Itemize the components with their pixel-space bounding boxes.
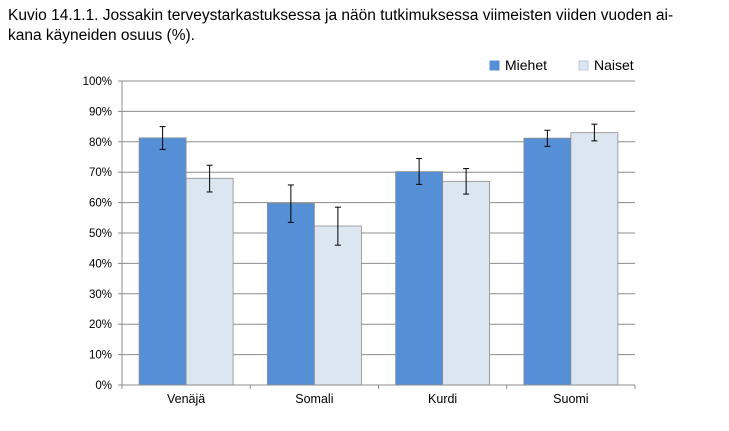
bar	[442, 180, 491, 386]
legend-swatch	[578, 60, 589, 71]
category-label: Kurdi	[428, 392, 457, 406]
y-tick-label: 80%	[89, 137, 112, 149]
y-tick-label: 0%	[95, 380, 112, 392]
category-label: Venäjä	[167, 392, 205, 406]
y-axis-ticks: 0% 10% 20% 30% 40% 50% 60% 70% 80% 90% 100%	[83, 76, 122, 392]
bars	[138, 132, 619, 386]
legend-label: Naiset	[594, 57, 634, 73]
legend: Miehet Naiset	[489, 57, 634, 73]
figure-caption: Kuvio 14.1.1. Jossakin terveystarkastuks…	[8, 6, 708, 46]
y-tick-label: 40%	[89, 258, 112, 270]
caption-line-1: Kuvio 14.1.1. Jossakin terveystarkastuks…	[8, 7, 674, 24]
y-tick-label: 10%	[89, 350, 112, 362]
y-tick-label: 90%	[89, 106, 112, 118]
y-tick-label: 70%	[89, 167, 112, 179]
y-tick-label: 100%	[83, 76, 112, 88]
y-tick-label: 30%	[89, 289, 112, 301]
bar	[395, 171, 444, 386]
y-tick-label: 60%	[89, 198, 112, 210]
legend-swatch	[489, 60, 500, 71]
axes	[121, 81, 636, 389]
error-bars	[159, 123, 598, 246]
caption-line-2: kana käyneiden osuus (%).	[8, 27, 195, 44]
y-tick-label: 20%	[89, 319, 112, 331]
bar	[185, 177, 234, 386]
bar	[266, 202, 315, 386]
bar	[313, 225, 362, 386]
category-labels: Venäjä Somali Kurdi Suomi	[167, 392, 589, 406]
category-label: Suomi	[553, 392, 588, 406]
bar	[570, 132, 619, 386]
bar	[138, 137, 187, 386]
y-tick-label: 50%	[89, 228, 112, 240]
category-label: Somali	[295, 392, 333, 406]
bar	[523, 137, 572, 386]
legend-label: Miehet	[505, 57, 547, 73]
